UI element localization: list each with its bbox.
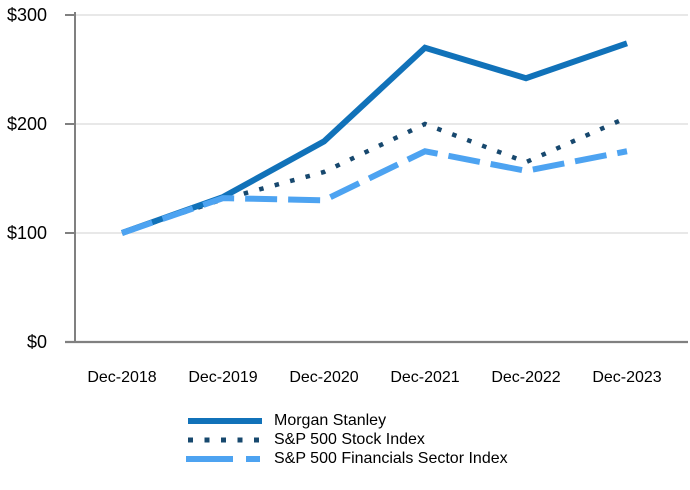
legend-label-morgan-stanley: Morgan Stanley <box>274 412 387 429</box>
y-axis-label-0: $0 <box>27 332 47 352</box>
plot-area: $0 $100 $200 $300 Dec-2018 Dec-2019 Dec-2020 De… <box>7 5 688 386</box>
legend-label-sp500: S&P 500 Stock Index <box>274 431 425 448</box>
legend-label-sp500-financials: S&P 500 Financials Sector Index <box>274 450 508 467</box>
y-axis-label-300: $300 <box>7 5 47 25</box>
legend-item-sp500: S&P 500 Stock Index <box>185 430 508 449</box>
series-line-morgan-stanley <box>120 40 628 236</box>
y-axis-label-200: $200 <box>7 114 47 134</box>
legend-item-sp500-financials: S&P 500 Financials Sector Index <box>185 449 508 468</box>
x-axis-label-dec-2023: Dec-2023 <box>592 369 661 386</box>
x-axis-label-dec-2020: Dec-2020 <box>289 369 358 386</box>
x-axis-label-dec-2019: Dec-2019 <box>188 369 257 386</box>
series-line-s-p-500-financials-sector-index <box>121 148 628 236</box>
x-axis-label-dec-2022: Dec-2022 <box>491 369 560 386</box>
dotted-line-swatch-icon <box>188 437 259 442</box>
x-axis-label-dec-2018: Dec-2018 <box>87 369 156 386</box>
dashed-line-swatch-icon <box>186 455 264 462</box>
x-axis-label-dec-2021: Dec-2021 <box>390 369 459 386</box>
solid-line-swatch-icon <box>188 417 262 424</box>
series-line-s-p-500-stock-index <box>121 115 628 236</box>
y-axis-label-100: $100 <box>7 223 47 243</box>
legend-item-morgan-stanley: Morgan Stanley <box>185 411 508 430</box>
legend: Morgan Stanley S&P 500 Stock Index S&P 5… <box>185 411 508 468</box>
